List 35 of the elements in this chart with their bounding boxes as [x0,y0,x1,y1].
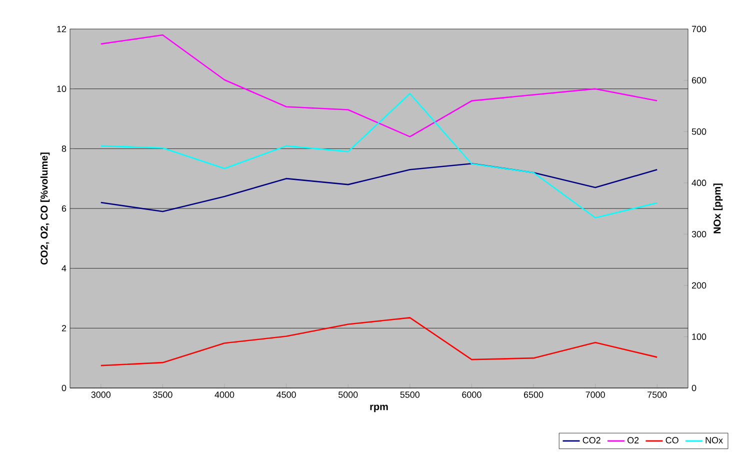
y-tick-label: 12 [57,26,66,32]
x-tick-label: 6000 [462,392,482,398]
x-tick-label: 7000 [586,392,605,398]
line-series [100,162,658,212]
y2-tick-label: 100 [692,334,706,340]
y2-tick-label: 600 [692,77,706,84]
y-tick-label: 2 [62,325,66,332]
y-tick-label: 0 [62,384,66,392]
x-axis-title: rpm [370,404,388,412]
legend-label: O2 [628,437,639,444]
line-series [100,92,658,218]
x-tick-label: 7500 [648,392,667,398]
y2-tick-label: 300 [692,230,706,238]
legend-label: NOx [706,437,723,444]
x-tick-label: 5500 [400,392,420,398]
y-axis-title: CO2, O2, CO [%volume] [40,152,50,265]
y2-tick-label: 700 [692,26,706,32]
y-tick-label: 10 [57,86,66,92]
x-tick-label: 6500 [524,392,544,398]
legend-label: CO2 [582,437,600,444]
x-tick-label: 5000 [338,392,358,398]
y2-tick-label: 500 [692,128,706,135]
x-tick-label: 3500 [153,392,172,398]
y2-tick-label: 0 [692,384,696,392]
line-series [100,317,658,366]
y-tick-label: 6 [62,205,66,212]
y-tick-label: 4 [62,265,66,272]
x-tick-label: 4000 [214,392,234,398]
legend-label: CO [666,437,678,444]
x-tick-label: 4500 [276,392,296,398]
y2-tick-label: 400 [692,180,706,186]
y2-tick-label: 200 [692,282,706,289]
y2-axis-title: NOx [ppm] [713,184,723,234]
x-tick-label: 3000 [91,392,111,398]
y-tick-label: 8 [62,145,66,152]
